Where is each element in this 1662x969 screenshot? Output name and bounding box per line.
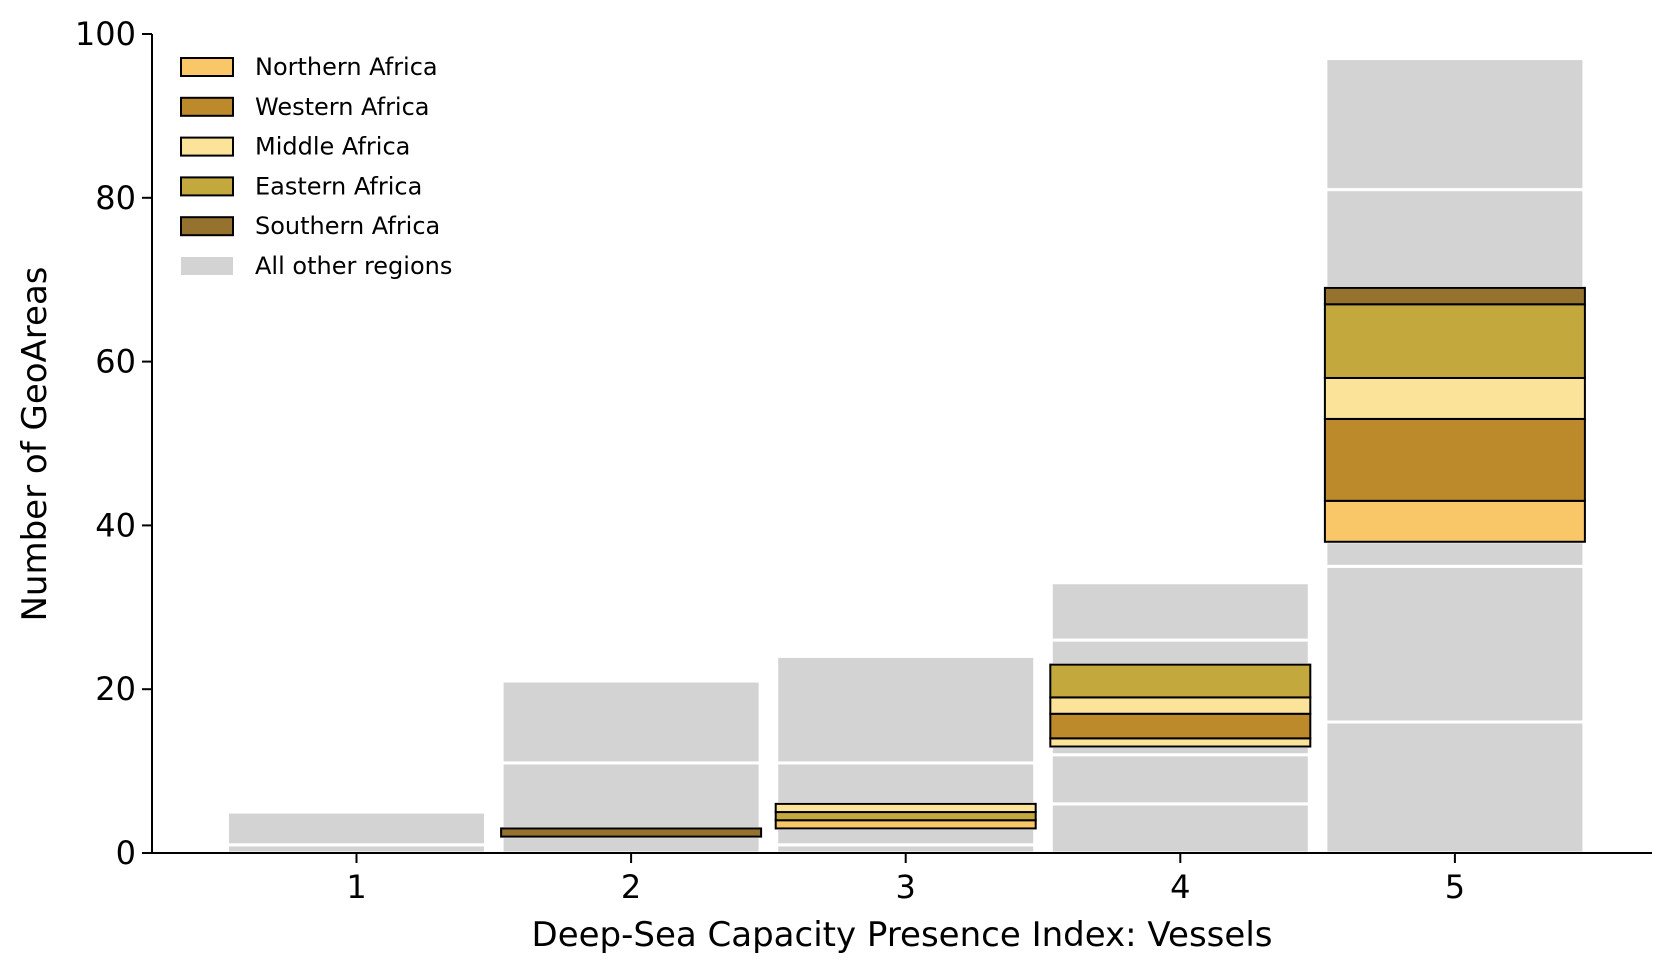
- x-tick-label: 5: [1445, 868, 1465, 906]
- x-tick-label: 4: [1170, 868, 1190, 906]
- bar-segment-5-all-other-regions-0: [1324, 720, 1586, 855]
- x-ticks: 1 2 3 4 5: [346, 853, 1465, 906]
- y-tick-label: 0: [116, 834, 136, 872]
- bar-segment-4-all-other-regions-0: [1049, 802, 1311, 855]
- bar-segment-4-all-other-regions-1: [1049, 753, 1311, 806]
- bar-segment-3-all-other-regions-5: [775, 761, 1037, 806]
- bar-segment-2-all-other-regions-0: [500, 835, 762, 855]
- legend-label-western-africa: Western Africa: [255, 93, 430, 121]
- y-ticks: 0 20 40 60 80 100: [75, 15, 152, 872]
- axes-layer: [151, 34, 1652, 854]
- legend-label-eastern-africa: Eastern Africa: [255, 172, 422, 200]
- legend-swatch-western-africa: [180, 96, 234, 117]
- bar-segment-4-middle-africa-3: [1049, 737, 1312, 748]
- bar-segment-5-eastern-africa-6: [1323, 303, 1586, 379]
- bar-segment-3-eastern-africa-3: [774, 811, 1037, 822]
- bar-segment-5-northern-africa-3: [1323, 499, 1586, 543]
- bar-segment-4-all-other-regions-2: [1049, 745, 1311, 757]
- legend-swatch-middle-africa: [180, 136, 234, 157]
- legend-swatch-eastern-africa: [180, 176, 234, 197]
- y-axis-label: Number of GeoAreas: [15, 267, 55, 622]
- bars-layer: [226, 57, 1586, 855]
- bar-segment-4-western-africa-4: [1049, 712, 1312, 740]
- bar-segment-4-all-other-regions-7: [1049, 638, 1311, 667]
- x-tick-label: 2: [621, 868, 641, 906]
- bar-segment-5-all-other-regions-9: [1324, 57, 1586, 192]
- legend-swatch-southern-africa: [180, 216, 234, 237]
- x-tick-label: 3: [896, 868, 916, 906]
- bar-segment-4-eastern-africa-6: [1049, 663, 1312, 699]
- legend-label-northern-africa: Northern Africa: [255, 53, 438, 81]
- bar-segment-2-all-other-regions-3: [500, 679, 762, 765]
- y-tick-label: 20: [95, 670, 136, 708]
- legend: Northern Africa Western Africa Middle Afri…: [180, 53, 452, 280]
- bar-segment-4-all-other-regions-8: [1049, 581, 1311, 642]
- bar-segment-5-all-other-regions-8: [1324, 188, 1586, 290]
- y-tick-label: 40: [95, 506, 136, 544]
- legend-swatch-all-other-regions: [181, 257, 233, 275]
- bar-segment-5-all-other-regions-1: [1324, 564, 1586, 724]
- grey-segments: [226, 57, 1586, 855]
- bar-segment-4-middle-africa-5: [1049, 696, 1312, 715]
- bar-segment-5-southern-africa-7: [1323, 286, 1586, 306]
- bar-segment-3-all-other-regions-6: [775, 654, 1037, 765]
- legend-label-all-other-regions: All other regions: [255, 252, 452, 280]
- bar-segment-5-middle-africa-5: [1323, 376, 1586, 420]
- bar-segment-3-all-other-regions-1: [775, 826, 1037, 847]
- legend-swatch-northern-africa: [180, 57, 234, 77]
- bar-segment-2-all-other-regions-2: [500, 761, 762, 830]
- bar-segment-3-northern-africa-2: [774, 819, 1037, 830]
- y-tick-label: 100: [75, 15, 136, 53]
- region-segments: [500, 286, 1586, 838]
- x-tick-label: 1: [346, 868, 366, 906]
- bar-segment-1-all-other-regions-1: [226, 810, 487, 847]
- y-tick-label: 60: [95, 343, 136, 381]
- x-axis-label: Deep-Sea Capacity Presence Index: Vessel…: [532, 915, 1273, 955]
- legend-label-middle-africa: Middle Africa: [255, 133, 410, 161]
- bar-segment-3-middle-africa-4: [774, 802, 1037, 814]
- bar-segment-5-all-other-regions-2: [1324, 540, 1586, 568]
- bar-segment-2-southern-africa-1: [500, 827, 763, 838]
- y-tick-label: 80: [95, 179, 136, 217]
- bar-segment-5-western-africa-4: [1323, 417, 1586, 502]
- legend-label-southern-africa: Southern Africa: [255, 212, 440, 240]
